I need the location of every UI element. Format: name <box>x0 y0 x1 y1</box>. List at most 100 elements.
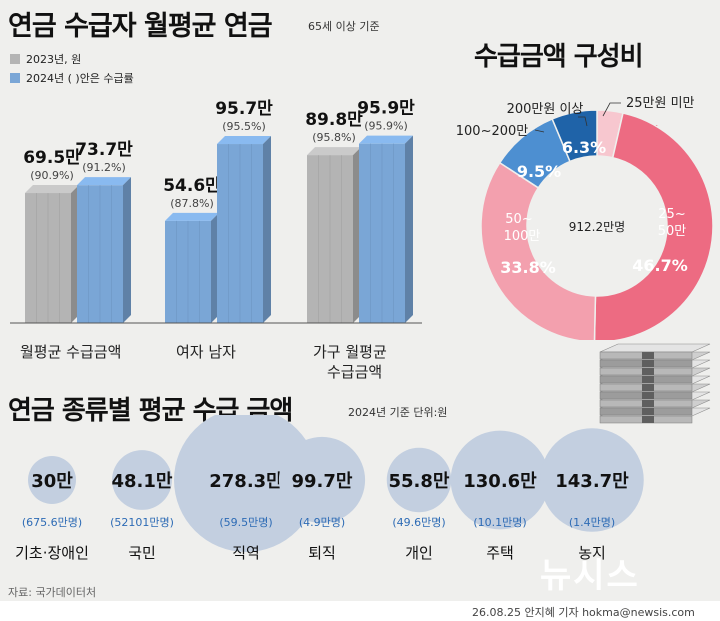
donut-pct-label: 33.8% <box>500 258 556 277</box>
money-band <box>642 352 654 359</box>
bubble-count-label: (49.6만명) <box>392 516 445 529</box>
bubble-count-label: (1.4만명) <box>569 516 615 529</box>
money-band <box>642 416 654 423</box>
donut-leader-line <box>534 129 545 133</box>
bar-side <box>123 177 131 323</box>
bubble-circle <box>174 415 318 552</box>
donut-range-label: 50~ <box>505 212 532 227</box>
footer-bar <box>0 601 720 621</box>
bar-rate-label: (90.9%) <box>30 169 74 182</box>
bar-top <box>217 136 271 145</box>
legend-swatch-gray <box>10 54 20 64</box>
legend-item-2023: 2023년, 원 <box>10 51 81 67</box>
bar-6: 95.9만(95.9%) <box>357 99 415 323</box>
money-band <box>642 400 654 407</box>
bar-side <box>263 136 271 323</box>
donut-slice-3 <box>480 161 597 340</box>
bubble-4: 99.7만 (4.9만명) 퇴직 <box>278 436 366 562</box>
bubble-note: 2024년 기준 단위:원 <box>348 406 448 419</box>
main-title-note: 65세 이상 기준 <box>308 20 380 33</box>
money-bundle <box>599 343 711 353</box>
source-note: 자료: 국가데이터처 <box>8 586 97 599</box>
bar-top <box>25 185 79 194</box>
bubble-count-label: (4.9만명) <box>299 516 345 529</box>
bar-group-label-2: 여자 남자 <box>176 343 236 361</box>
bubble-name-label: 농지 <box>578 544 606 562</box>
credit-line: 26.08.25 안지혜 기자 hokma@newsis.com <box>472 606 695 619</box>
bubble-3: 278.3만 (59.5만명) 직역 <box>174 415 318 562</box>
legend-label-2023: 2023년, 원 <box>26 53 82 66</box>
bar-rate-label: (95.5%) <box>222 120 266 133</box>
bar-value-label: 73.7만 <box>75 140 133 160</box>
bubble-count-label: (675.6만명) <box>22 516 82 529</box>
donut-outside-label: 200만원 이상 <box>507 102 584 117</box>
bar-top <box>307 147 361 156</box>
bar-group-label-3a: 가구 월평균 <box>313 343 387 361</box>
bubble-circle <box>28 456 76 504</box>
bar-rate-label: (91.2%) <box>82 161 126 174</box>
bubble-count-label: (59.5만명) <box>219 516 272 529</box>
bubble-name-label: 기초·장애인 <box>15 544 89 562</box>
money-band <box>642 384 654 391</box>
legend-item-2024: 2024년 ( )안은 수급률 <box>10 70 134 86</box>
donut-chart: 3.6%46.7%25~50만33.8%50~100만9.5%6.3%912.2… <box>456 96 714 340</box>
bar-4: 95.7만(95.5%) <box>215 99 273 323</box>
bubble-value-label: 130.6만 <box>463 471 537 492</box>
bubble-2: 48.1만 (52101만명) 국민 <box>110 450 174 562</box>
bubble-value-label: 143.7만 <box>555 471 629 492</box>
donut-slice-5 <box>551 109 598 163</box>
money-band <box>642 392 654 399</box>
donut-range-label: 100만 <box>504 229 541 244</box>
bar-rate-label: (95.9%) <box>364 120 408 133</box>
bubble-circle <box>386 447 452 513</box>
donut-leader-line <box>578 116 588 127</box>
bubble-circle <box>450 430 550 530</box>
bar-top <box>77 177 131 186</box>
donut-outside-label: 25만원 미만 <box>626 96 695 111</box>
bubble-value-label: 55.8만 <box>389 471 450 492</box>
donut-center-label: 912.2만명 <box>569 220 625 234</box>
donut-outside-label: 100~200만 <box>456 124 529 139</box>
watermark-logo: 뉴시스 <box>540 556 640 596</box>
bubble-value-label: 99.7만 <box>292 471 353 492</box>
bar-value-label: 69.5만 <box>23 148 81 168</box>
money-band <box>642 368 654 375</box>
donut-pct-label: 6.3% <box>562 138 606 157</box>
donut-leader-line <box>602 102 621 117</box>
donut-pct-label: 9.5% <box>517 162 561 181</box>
bar-side <box>405 135 413 323</box>
bar-2: 73.7만(91.2%) <box>75 140 133 323</box>
bubble-1: 30만 (675.6만명) 기초·장애인 <box>15 456 89 562</box>
money-band <box>642 376 654 383</box>
bar-value-label: 95.7만 <box>215 99 273 119</box>
main-title: 연금 수급자 월평균 연금 <box>8 11 273 42</box>
donut-pct-label: 46.7% <box>632 256 688 275</box>
bar-chart: 69.5만(90.9%)73.7만(91.2%)54.6만(87.8%)95.7… <box>10 99 422 324</box>
bubble-name-label: 퇴직 <box>308 544 336 562</box>
bar-group-label-3b: 수급금액 <box>327 363 383 381</box>
bubble-name-label: 국민 <box>128 544 156 562</box>
bubble-circle <box>540 428 644 532</box>
money-band <box>642 408 654 415</box>
donut-title: 수급금액 구성비 <box>474 42 643 72</box>
bar-top <box>359 135 413 144</box>
bar-rate-label: (87.8%) <box>170 197 214 210</box>
bubble-6: 130.6만 (10.1만명) 주택 <box>450 430 550 562</box>
bubble-value-label: 278.3만 <box>209 471 283 492</box>
bubble-7: 143.7만 (1.4만명) 농지 <box>540 428 644 562</box>
bar-value-label: 54.6만 <box>163 176 221 196</box>
legend-swatch-blue <box>10 73 20 83</box>
bubble-5: 55.8만 (49.6만명) 개인 <box>386 447 452 562</box>
bubble-name-label: 직역 <box>232 544 260 562</box>
bar-value-label: 95.9만 <box>357 99 415 119</box>
bar-value-label: 89.8만 <box>305 110 363 130</box>
bar-group-label-1: 월평균 수급금액 <box>20 343 122 361</box>
donut-slice-2 <box>593 112 714 340</box>
bubble-chart: 30만 (675.6만명) 기초·장애인 48.1만 (52101만명) 국민 278.3만… <box>15 415 644 562</box>
donut-range-label: 50만 <box>658 224 687 239</box>
bubble-circle <box>112 450 172 510</box>
bubble-circle <box>278 436 366 524</box>
bubble-count-label: (10.1만명) <box>473 516 526 529</box>
money-band <box>642 360 654 367</box>
